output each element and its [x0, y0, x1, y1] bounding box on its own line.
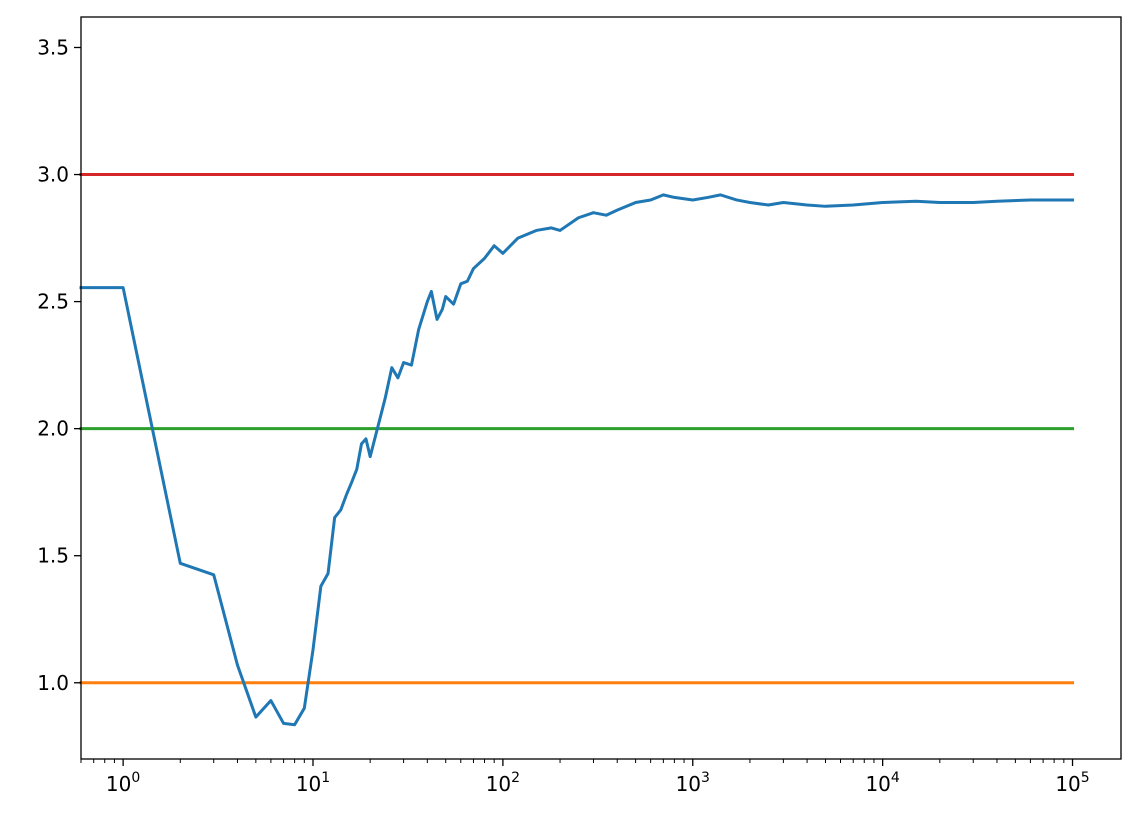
y-tick-label: 3.0: [37, 163, 69, 187]
y-tick-label: 2.5: [37, 290, 69, 314]
x-tick-label: 101: [296, 770, 330, 796]
y-tick-label: 2.0: [37, 417, 69, 441]
x-tick-label: 105: [1055, 770, 1089, 796]
x-tick-label: 102: [486, 770, 520, 796]
y-tick-label: 3.5: [37, 35, 69, 59]
y-tick-label: 1.5: [37, 544, 69, 568]
x-tick-label: 103: [676, 770, 710, 796]
y-axis-ticks: 1.0 1.5 2.0 2.5 3.0 3.5: [37, 35, 81, 695]
x-axis-ticks: 100 101 102 103 104 105: [80, 759, 1090, 796]
x-tick-label: 100: [106, 770, 140, 796]
plot-frame: [80, 16, 1122, 760]
series-layer: [79, 173, 1075, 727]
x-tick-label: 104: [865, 770, 899, 796]
series-line-0: [79, 193, 1075, 727]
y-tick-label: 1.0: [37, 671, 69, 695]
